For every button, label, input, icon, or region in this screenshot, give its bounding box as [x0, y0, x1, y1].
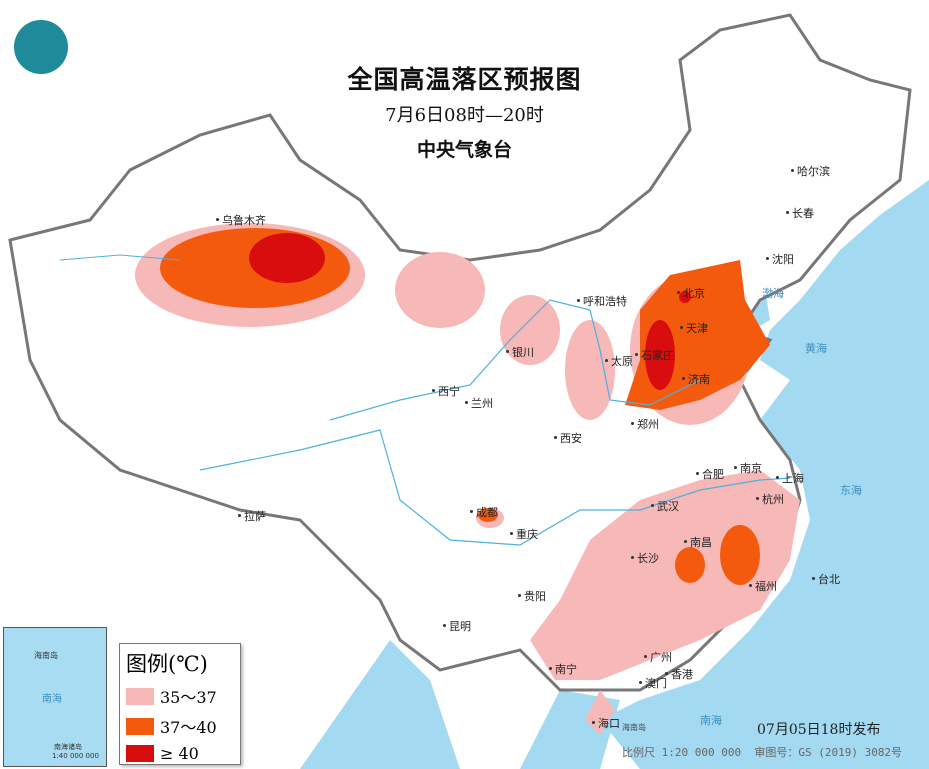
map-title: 全国高温落区预报图 [347, 65, 582, 94]
city-label: 武汉 [651, 500, 679, 513]
legend-item: ≥ 40 [126, 744, 240, 763]
legend-swatch [126, 745, 154, 762]
publish-time: 07月05日18时发布 [757, 722, 881, 738]
sea-label-south: 南海 [700, 714, 722, 727]
city-label: 呼和浩特 [577, 295, 627, 308]
map-scale: 比例尺 1:20 000 000 [622, 746, 742, 759]
yangtze-river [199, 429, 791, 546]
legend-label: ≥ 40 [160, 744, 199, 763]
city-label: 天津 [680, 322, 708, 335]
city-label: 长沙 [631, 552, 659, 565]
city-label: 西宁 [432, 385, 460, 398]
city-label: 沈阳 [766, 253, 794, 266]
map-approval-number: 审图号：GS (2019) 3082号 [754, 746, 903, 759]
inset-hainan-label: 海南岛 [34, 651, 58, 660]
city-label: 贵阳 [518, 590, 546, 603]
city-label: 济南 [682, 373, 710, 386]
city-label: 郑州 [631, 418, 659, 431]
sea-label-yellow: 黄海 [805, 342, 827, 355]
city-label: 昆明 [443, 620, 471, 633]
issuer: 中央气象台 [416, 139, 512, 161]
city-label: 广州 [644, 651, 672, 664]
city-label: 长春 [786, 207, 814, 220]
cma-logo [14, 20, 68, 74]
legend-swatch [126, 717, 154, 735]
forecast-period: 7月6日08时—20时 [385, 105, 544, 126]
city-label: 石家庄 [635, 349, 674, 362]
legend-item: 37～40 [126, 714, 240, 738]
city-label: 澳门 [639, 677, 667, 690]
scale-and-map-number: 比例尺 1:20 000 000 审图号：GS (2019) 3082号 [622, 744, 902, 760]
city-label: 兰州 [465, 397, 493, 410]
city-label: 哈尔滨 [791, 165, 830, 178]
legend: 图例(℃) 35～37 37～40 ≥ 40 [119, 643, 241, 765]
tarim-river [59, 254, 181, 261]
city-label: 福州 [749, 580, 777, 593]
city-label: 南京 [734, 462, 762, 475]
city-label: 银川 [506, 346, 534, 359]
city-label: 合肥 [696, 468, 724, 481]
heat-above-40 [249, 233, 691, 390]
inset-sea-label: 南海 [42, 694, 62, 705]
city-label: 太原 [605, 355, 633, 368]
hainan-label: 海南岛 [622, 723, 646, 732]
sea-label-bohai: 渤海 [762, 287, 784, 300]
city-label: 拉萨 [238, 510, 266, 523]
legend-item: 35～37 [126, 684, 240, 708]
legend-title: 图例(℃) [126, 652, 208, 676]
south-china-sea-inset: 海南岛 南海 南海诸岛 1:40 000 000 [3, 627, 107, 767]
city-label: 南宁 [549, 663, 577, 676]
city-label: 上海 [776, 472, 804, 485]
city-label: 香港 [665, 668, 693, 681]
city-label: 海口 [592, 717, 620, 730]
city-label: 成都 [470, 506, 498, 519]
city-label: 南昌 [684, 536, 712, 549]
yellow-river [329, 299, 701, 421]
city-label: 杭州 [756, 493, 784, 506]
sea-label-east: 东海 [840, 484, 862, 497]
inset-scale: 1:40 000 000 [52, 752, 99, 760]
east-sea [600, 180, 929, 769]
city-label: 重庆 [510, 528, 538, 541]
city-label: 西安 [554, 432, 582, 445]
city-label: 乌鲁木齐 [216, 214, 266, 227]
legend-label: 37～40 [160, 718, 217, 737]
legend-swatch [126, 687, 154, 705]
legend-label: 35～37 [160, 688, 217, 707]
city-label: 北京 [677, 287, 705, 300]
inset-islands-label: 南海诸岛 [54, 743, 82, 751]
west-sea [300, 640, 460, 769]
city-label: 台北 [812, 573, 840, 586]
